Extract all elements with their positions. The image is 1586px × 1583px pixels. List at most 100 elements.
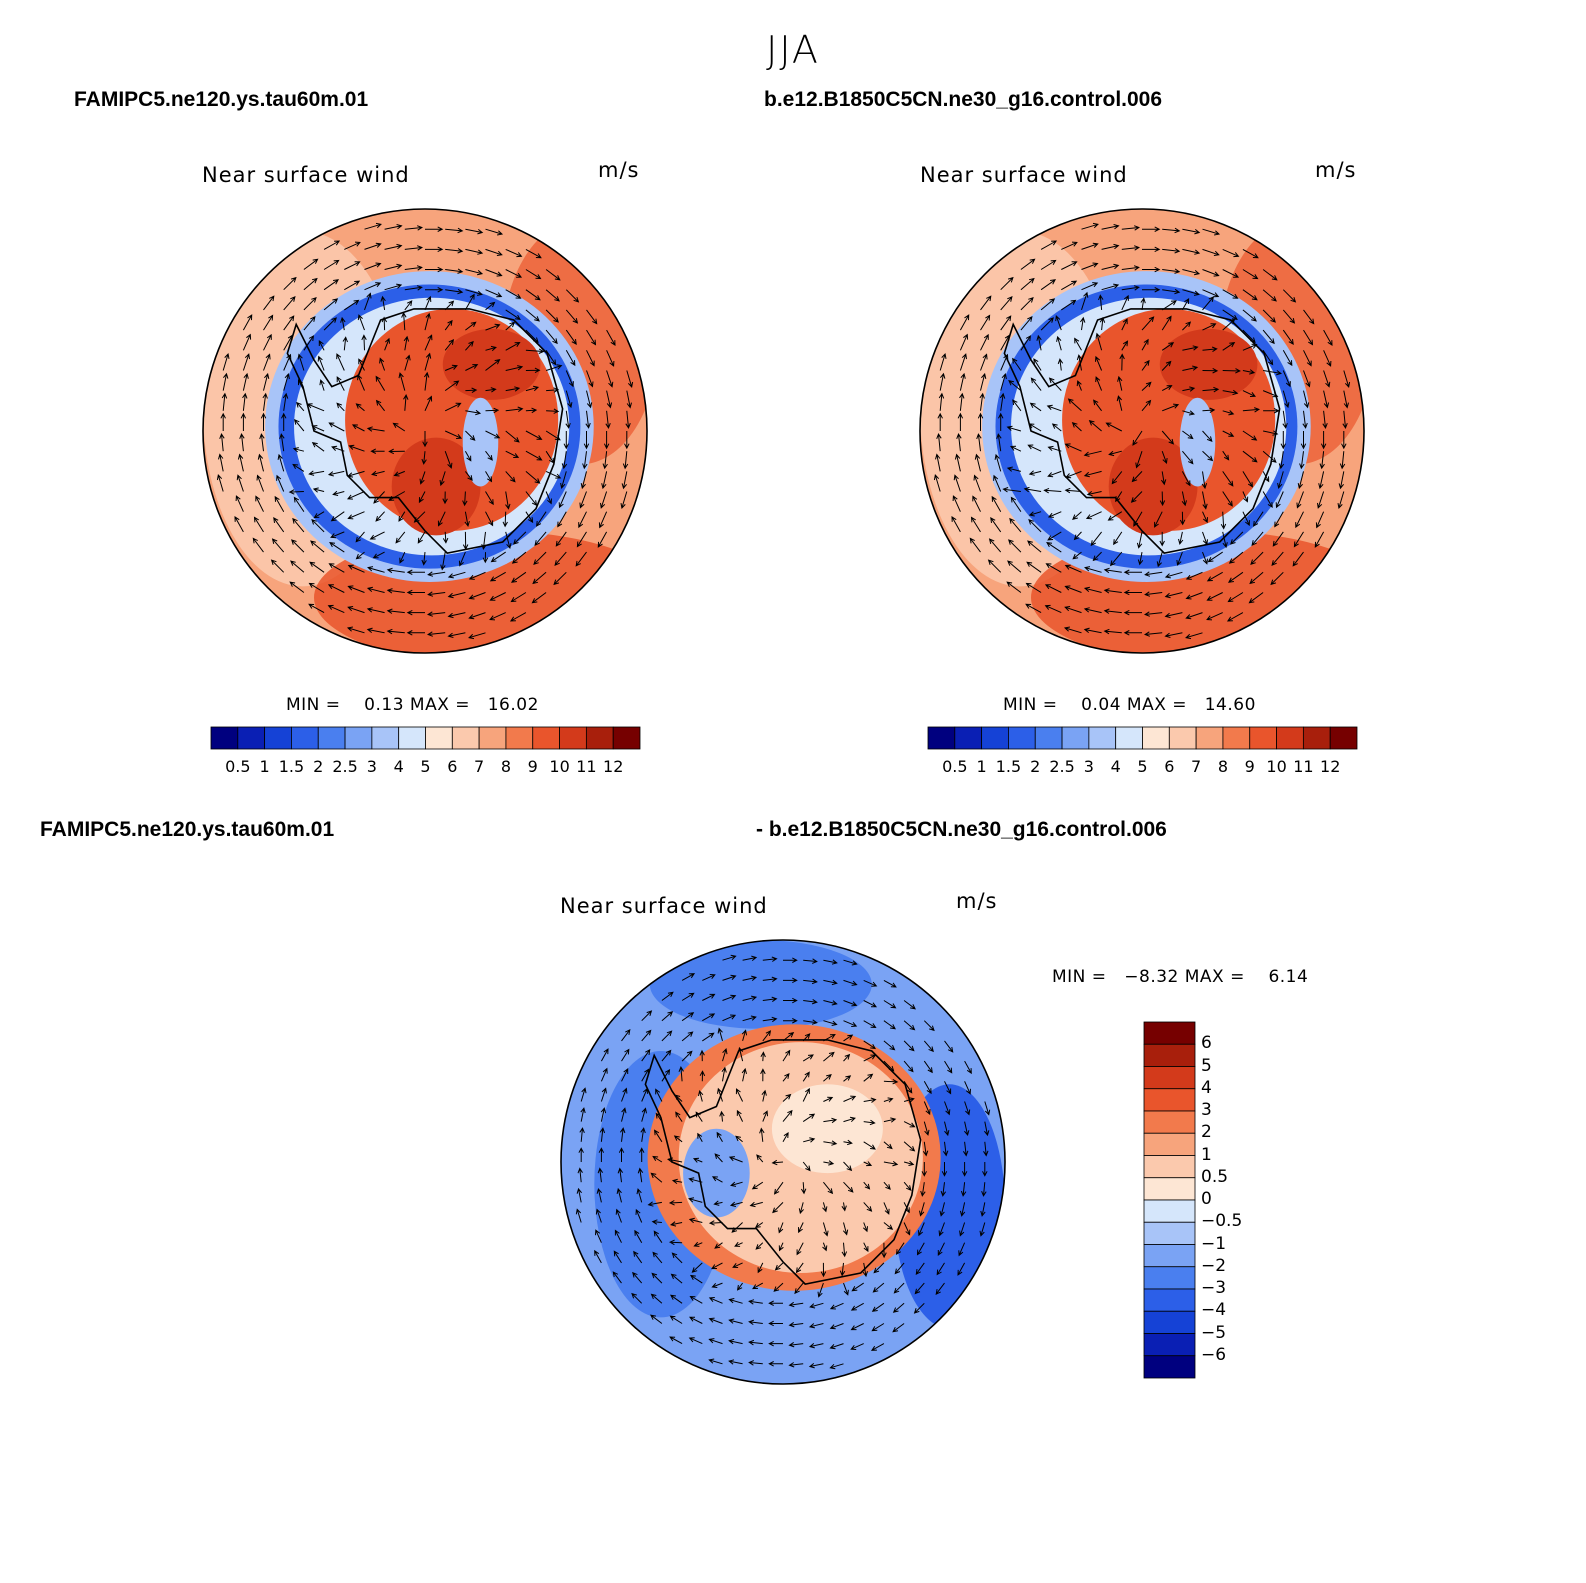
wind-vector bbox=[525, 430, 543, 440]
wind-vector bbox=[669, 1239, 683, 1246]
wind-vector bbox=[1141, 399, 1152, 412]
wind-vector bbox=[1020, 277, 1035, 291]
colorbar-tick-label: 1 bbox=[976, 757, 987, 776]
wind-vector bbox=[357, 314, 365, 331]
wind-vector bbox=[386, 628, 405, 635]
wind-vector bbox=[1230, 531, 1244, 545]
wind-vector bbox=[691, 1262, 703, 1273]
wind-vector bbox=[870, 1343, 885, 1351]
wind-vector bbox=[525, 385, 540, 392]
wind-vector bbox=[960, 1182, 967, 1197]
wind-vector bbox=[940, 1182, 947, 1197]
wind-vector bbox=[485, 289, 503, 298]
wind-vector bbox=[964, 1121, 970, 1137]
wind-vector bbox=[580, 471, 587, 490]
wind-vector bbox=[263, 295, 275, 311]
wind-vector bbox=[525, 329, 539, 343]
wind-vector bbox=[1226, 612, 1244, 622]
wind-vector bbox=[1109, 551, 1123, 567]
wind-vector bbox=[1292, 551, 1304, 567]
wind-vector bbox=[639, 1147, 645, 1162]
wind-vector bbox=[1079, 316, 1086, 331]
colorbar-tick-label: 3 bbox=[1083, 757, 1094, 776]
wind-vector bbox=[728, 1338, 743, 1345]
wind-vector bbox=[545, 350, 557, 366]
wind-vector bbox=[1202, 323, 1217, 331]
wind-vector bbox=[311, 442, 325, 452]
wind-vector bbox=[872, 1282, 885, 1293]
wind-vector bbox=[444, 430, 463, 439]
wind-vector bbox=[1161, 385, 1173, 392]
wind-vector bbox=[893, 1282, 905, 1294]
wind-vector bbox=[582, 451, 588, 470]
colorbar-tick-label: 9 bbox=[1244, 757, 1255, 776]
wind-vector bbox=[364, 292, 372, 311]
wind-vector bbox=[1278, 451, 1285, 470]
wind-vector bbox=[1123, 630, 1142, 636]
wind-vector bbox=[586, 309, 598, 325]
colorbar-tick-label: 2.5 bbox=[1049, 757, 1075, 776]
wind-vector bbox=[462, 531, 469, 551]
wind-vector bbox=[355, 551, 365, 560]
wind-vector bbox=[236, 474, 244, 492]
wind-vector bbox=[310, 540, 325, 553]
wind-vector bbox=[673, 1135, 683, 1143]
wind-vector bbox=[534, 531, 547, 546]
wind-vector bbox=[711, 1262, 723, 1270]
colorbar-tick-label: 3 bbox=[1201, 1100, 1212, 1120]
wind-vector bbox=[1010, 445, 1022, 452]
wind-vector bbox=[1103, 608, 1122, 614]
wind-vector bbox=[511, 551, 527, 564]
wind-vector bbox=[364, 262, 382, 270]
wind-vector bbox=[1133, 511, 1143, 527]
wind-vector bbox=[1202, 386, 1220, 393]
wind-vector bbox=[1006, 581, 1022, 593]
wind-vector bbox=[344, 280, 361, 291]
wind-vector bbox=[545, 470, 562, 479]
map-boundary bbox=[202, 208, 648, 654]
wind-vector bbox=[903, 1020, 916, 1031]
wind-vector bbox=[843, 1020, 858, 1027]
wind-vector bbox=[465, 409, 482, 416]
wind-vector bbox=[1202, 551, 1208, 565]
wind-vector bbox=[1072, 511, 1082, 521]
wind-vector bbox=[303, 277, 318, 291]
colorbar-tick-label: −2 bbox=[1201, 1255, 1227, 1276]
wind-vector bbox=[1012, 399, 1022, 412]
wind-vector bbox=[1262, 350, 1274, 366]
wind-vector bbox=[283, 296, 296, 311]
wind-vector bbox=[923, 1020, 935, 1032]
wind-vector bbox=[788, 1321, 804, 1328]
wind-vector bbox=[667, 1157, 683, 1163]
wind-vector bbox=[485, 491, 494, 506]
colorbar-box bbox=[1143, 1244, 1196, 1268]
wind-vector bbox=[999, 392, 1006, 411]
wind-vector bbox=[311, 519, 325, 533]
wind-vector bbox=[290, 560, 305, 573]
wind-vector bbox=[1006, 425, 1022, 432]
wind-vector bbox=[1025, 603, 1042, 614]
wind-vector bbox=[842, 1222, 849, 1236]
wind-vector bbox=[289, 581, 305, 593]
colorbar-box bbox=[1143, 1288, 1196, 1312]
wind-vector bbox=[600, 1087, 607, 1102]
wind-vector bbox=[329, 541, 345, 553]
wind-vector bbox=[1141, 359, 1150, 371]
wind-vector bbox=[1222, 410, 1235, 416]
wind-vector bbox=[485, 387, 497, 393]
wind-vector bbox=[1182, 450, 1194, 465]
wind-vector bbox=[1262, 390, 1279, 398]
wind-vector bbox=[575, 551, 587, 567]
panel1-case-label: FAMIPC5.ne120.ys.tau60m.01 bbox=[74, 88, 369, 111]
wind-vector bbox=[883, 1060, 895, 1072]
wind-vector bbox=[894, 1262, 905, 1275]
wind-vector bbox=[1262, 269, 1278, 281]
wind-vector bbox=[647, 1201, 662, 1207]
colorbar-tick-label: 12 bbox=[603, 757, 624, 776]
wind-vector bbox=[823, 1073, 832, 1082]
wind-vector bbox=[702, 993, 716, 1001]
wind-vector bbox=[579, 1127, 585, 1142]
wind-vector bbox=[1162, 268, 1181, 274]
wind-vector bbox=[600, 491, 608, 509]
wind-vector bbox=[282, 392, 289, 411]
